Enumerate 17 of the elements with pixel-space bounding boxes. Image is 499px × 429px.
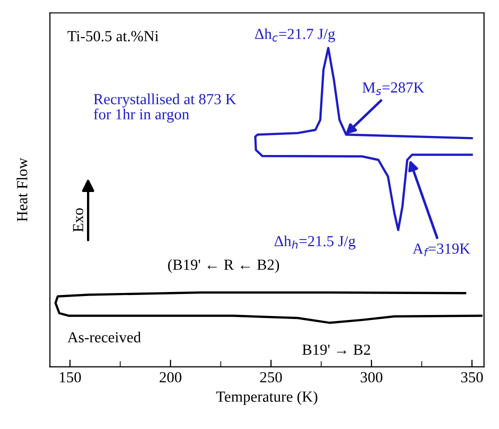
x-axis-title: Temperature (K) [216, 391, 318, 405]
x-tick-label: 350 [461, 372, 483, 382]
x-tick-label: 150 [60, 372, 81, 382]
annotation: A$_{f}$=319K [412, 244, 470, 256]
annotation: Exo [73, 208, 84, 232]
annotation: Δh$_{c}$=21.7 J/g [255, 28, 336, 42]
annotation: M$_{s}$=287K [362, 82, 424, 96]
x-tick-label: 200 [160, 372, 182, 382]
annotation: (B19' ← R ← B2) [168, 259, 280, 274]
x-tick-label: 250 [260, 372, 282, 382]
series-label: As-received [67, 332, 141, 342]
series-label: Recrystallised at 873 K for 1hr in argon [94, 94, 236, 123]
annotation: B19' → B2 [302, 344, 370, 355]
y-axis-title: Heat Flow [16, 158, 28, 222]
x-tick-label: 300 [360, 372, 382, 382]
chart-title: Ti-50.5 at.%Ni [68, 31, 159, 42]
annotation: Δh$_{h}$=21.5 J/g [274, 236, 356, 250]
